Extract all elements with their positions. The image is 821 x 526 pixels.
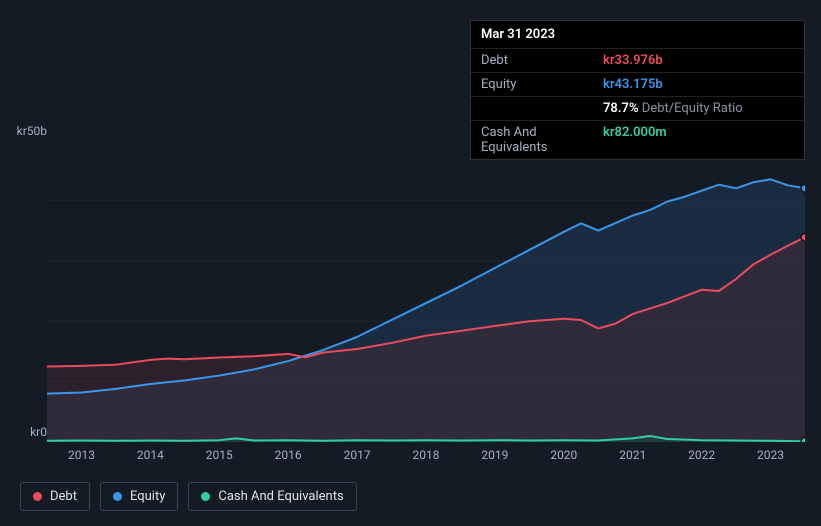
- chart-plot: [47, 140, 805, 442]
- x-axis: 2013 2014 2015 2016 2017 2018 2019 2020 2021 2022…: [47, 448, 805, 468]
- x-tick: 2013: [68, 448, 95, 462]
- tooltip-label: Equity: [481, 77, 603, 92]
- legend-item-cash-and-equivalents[interactable]: Cash And Equivalents: [188, 482, 356, 511]
- chart-tooltip: Mar 31 2023 Debtkr33.976bEquitykr43.175b…: [470, 20, 805, 160]
- x-tick: 2022: [688, 448, 715, 462]
- tooltip-row: Equitykr43.175b: [471, 73, 804, 97]
- x-tick: 2019: [481, 448, 508, 462]
- tooltip-value: kr43.175b: [603, 77, 663, 92]
- legend: Debt Equity Cash And Equivalents: [20, 482, 357, 511]
- x-tick: 2023: [757, 448, 784, 462]
- tooltip-value: kr82.000m: [603, 125, 667, 155]
- tooltip-label: Cash And Equivalents: [481, 125, 603, 155]
- tooltip-rows: Debtkr33.976bEquitykr43.175b78.7% Debt/E…: [471, 49, 804, 159]
- legend-swatch: [33, 492, 42, 501]
- y-tick-top: kr50b: [17, 124, 47, 138]
- legend-item-equity[interactable]: Equity: [100, 482, 178, 511]
- x-tick: 2018: [413, 448, 440, 462]
- x-tick: 2020: [550, 448, 577, 462]
- tooltip-row: Cash And Equivalentskr82.000m: [471, 121, 804, 159]
- tooltip-value: kr33.976b: [603, 53, 663, 68]
- tooltip-row: Debtkr33.976b: [471, 49, 804, 73]
- x-tick: 2015: [206, 448, 233, 462]
- tooltip-value: 78.7% Debt/Equity Ratio: [603, 101, 743, 116]
- legend-swatch: [113, 492, 122, 501]
- legend-label: Debt: [50, 489, 77, 504]
- legend-item-debt[interactable]: Debt: [20, 482, 90, 511]
- tooltip-row: 78.7% Debt/Equity Ratio: [471, 97, 804, 121]
- x-tick: 2017: [344, 448, 371, 462]
- legend-label: Equity: [130, 489, 165, 504]
- legend-swatch: [201, 492, 210, 501]
- tooltip-label: [481, 101, 603, 116]
- chart-svg: [47, 140, 805, 442]
- tooltip-label: Debt: [481, 53, 603, 68]
- x-tick: 2016: [275, 448, 302, 462]
- tooltip-date: Mar 31 2023: [471, 21, 804, 49]
- x-tick: 2021: [619, 448, 646, 462]
- y-tick-bottom: kr0: [30, 425, 47, 439]
- legend-label: Cash And Equivalents: [218, 489, 343, 504]
- x-tick: 2014: [137, 448, 164, 462]
